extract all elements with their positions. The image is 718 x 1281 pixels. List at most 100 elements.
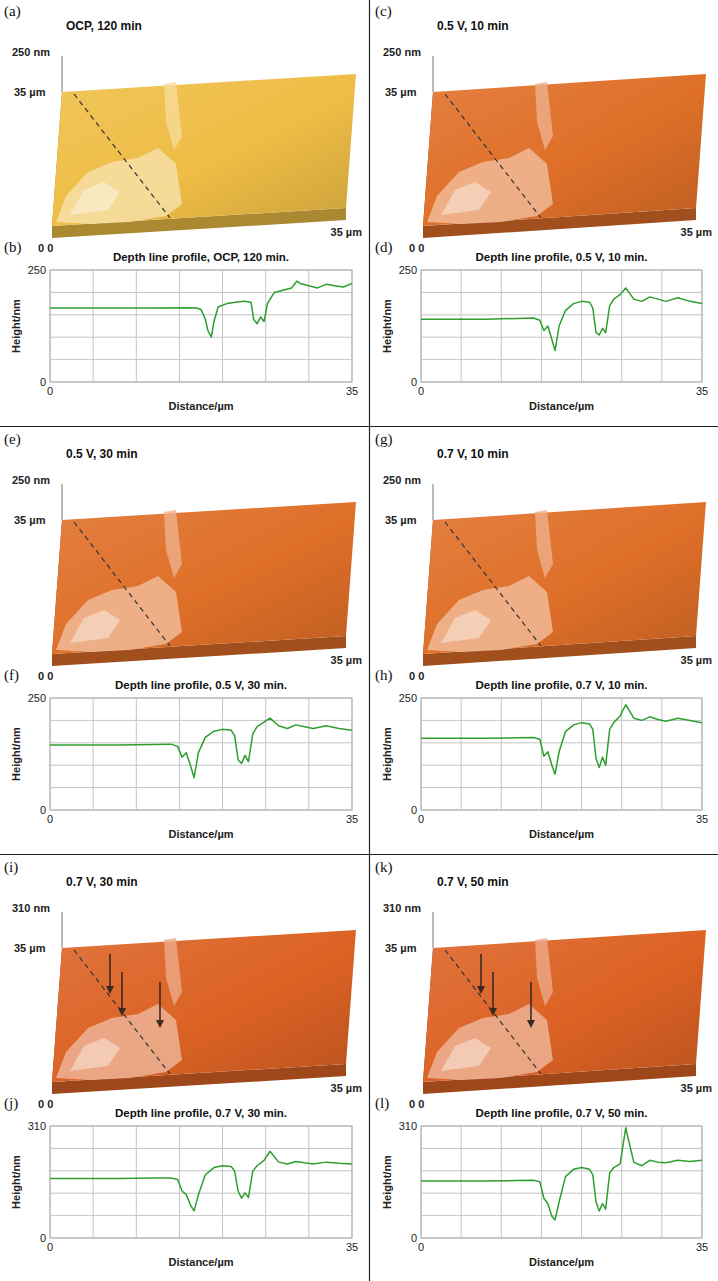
- plot-area: [421, 1128, 702, 1220]
- panel: (k)0.7 V, 50 min310 nm35 µm35 µm0 0(l)De…: [375, 859, 712, 1268]
- z-scale-label: 250 nm: [383, 46, 421, 58]
- x-tick-label: 0: [418, 813, 424, 825]
- plot-frame: [50, 1126, 352, 1238]
- surface-feature: [441, 610, 491, 643]
- surface-feature: [70, 182, 120, 215]
- x-scale-label: 35 µm: [331, 1082, 363, 1094]
- x-tick-label: 0: [418, 1241, 424, 1253]
- y-tick-label: 0: [40, 376, 46, 388]
- surface-top: [52, 930, 356, 1082]
- plot-area: [421, 705, 702, 774]
- panel: (e)0.5 V, 30 min250 nm35 µm35 µm0 0(f)De…: [4, 431, 362, 840]
- surface-top: [423, 930, 706, 1082]
- plot-frame: [421, 270, 702, 382]
- z-axis: [433, 912, 434, 948]
- y-grid-line: [50, 765, 352, 766]
- y-grid-line: [50, 270, 352, 271]
- x-axis-title: Distance/µm: [529, 828, 594, 840]
- y-grid-line: [50, 698, 352, 699]
- surface-streak: [164, 510, 182, 578]
- y-grid-line: [50, 742, 352, 743]
- y-tick-label: 0: [411, 376, 417, 388]
- surface-top: [423, 502, 706, 654]
- surface-streak: [535, 82, 553, 150]
- y-grid-line: [421, 292, 702, 293]
- panel: (g)0.7 V, 10 min250 nm35 µm35 µm0 0(h)De…: [375, 431, 712, 840]
- y-tick-label: 310: [399, 1120, 417, 1132]
- x-tick-label: 0: [47, 813, 53, 825]
- x-axis-title: Distance/µm: [168, 1256, 233, 1268]
- x-grid-line: [661, 1126, 662, 1238]
- x-tick-label: 0: [47, 385, 53, 397]
- x-grid-line: [461, 698, 462, 810]
- origin-label: 0 0: [38, 1098, 53, 1110]
- image-title: 0.7 V, 30 min: [66, 875, 138, 889]
- profile-line-marker: [74, 522, 170, 646]
- y-grid-line: [50, 787, 352, 788]
- y-axis-title: Height/nm: [381, 1155, 393, 1209]
- x-grid-line: [265, 698, 266, 810]
- x-tick-label: 0: [47, 1241, 53, 1253]
- panel-letter: (b): [4, 239, 22, 256]
- y-grid-line: [421, 765, 702, 766]
- z-axis: [433, 56, 434, 92]
- x-grid-line: [93, 1126, 94, 1238]
- y-grid-line: [421, 1148, 702, 1149]
- y-grid-line: [421, 382, 702, 383]
- x-grid-line: [308, 270, 309, 382]
- chart-title: Depth line profile, OCP, 120 min.: [113, 251, 289, 263]
- x-grid-line: [501, 1126, 502, 1238]
- x-tick-label: 35: [346, 385, 358, 397]
- image-title: 0.7 V, 50 min: [437, 875, 509, 889]
- arrow-shaft: [530, 982, 532, 1022]
- origin-label: 0 0: [409, 242, 424, 254]
- surface-top: [52, 502, 356, 654]
- row-divider: [0, 426, 718, 427]
- y-axis-title: Height/nm: [381, 299, 393, 353]
- chart-title: Depth line profile, 0.5 V, 10 min.: [475, 251, 647, 263]
- panel-letter: (k): [375, 859, 393, 876]
- x-scale-label: 35 µm: [681, 226, 713, 238]
- y-grid-line: [50, 314, 352, 315]
- y-grid-line: [421, 1215, 702, 1216]
- x-grid-line: [501, 270, 502, 382]
- x-grid-line: [93, 270, 94, 382]
- x-grid-line: [661, 270, 662, 382]
- y-grid-line: [421, 359, 702, 360]
- x-grid-line: [702, 698, 703, 810]
- profile-line-marker: [74, 950, 170, 1074]
- y-grid-line: [50, 720, 352, 721]
- arrow-head: [156, 1020, 164, 1028]
- y-scale-label: 35 µm: [385, 514, 417, 526]
- arrow-shaft: [480, 954, 482, 988]
- panel-letter: (f): [4, 667, 19, 684]
- surface-feature: [427, 148, 553, 224]
- panel-letter: (l): [375, 1095, 389, 1112]
- y-scale-label: 35 µm: [385, 86, 417, 98]
- x-grid-line: [501, 698, 502, 810]
- arrow-head: [489, 1008, 497, 1016]
- y-axis-title: Height/nm: [10, 1155, 22, 1209]
- image-title: 0.5 V, 10 min: [437, 19, 509, 33]
- surface-feature: [70, 610, 120, 643]
- x-grid-line: [50, 270, 51, 382]
- panel-letter: (a): [4, 3, 21, 20]
- x-grid-line: [179, 698, 180, 810]
- column-divider: [369, 0, 370, 1281]
- surface-streak: [535, 938, 553, 1006]
- panel-letter: (i): [4, 859, 18, 876]
- y-tick-label: 310: [28, 1120, 46, 1132]
- x-grid-line: [265, 1126, 266, 1238]
- origin-label: 0 0: [38, 670, 53, 682]
- arrow-shaft: [159, 982, 161, 1022]
- y-grid-line: [421, 270, 702, 271]
- plot-frame: [421, 1126, 702, 1238]
- x-grid-line: [50, 698, 51, 810]
- surface-feature: [56, 148, 182, 224]
- y-grid-line: [50, 1170, 352, 1171]
- profile-line-marker: [445, 94, 541, 218]
- y-tick-label: 0: [40, 1232, 46, 1244]
- arrow-head: [118, 1008, 126, 1016]
- y-axis-title: Height/nm: [381, 727, 393, 781]
- surface-feature: [441, 182, 491, 215]
